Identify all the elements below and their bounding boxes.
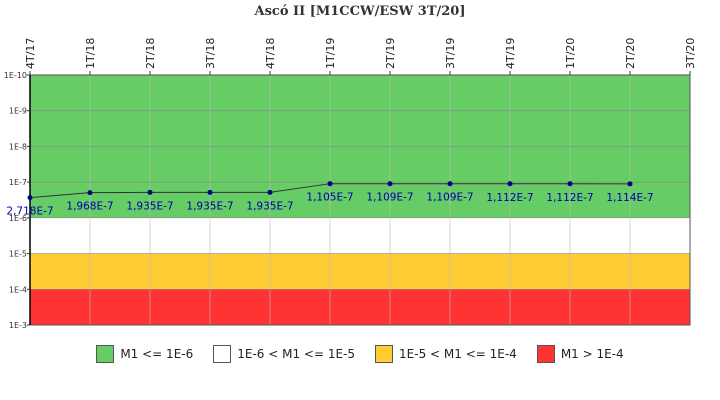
band-3	[30, 289, 690, 325]
legend-label-band-3: M1 > 1E-4	[560, 347, 624, 361]
data-point-9	[567, 181, 573, 187]
band-2	[30, 253, 690, 290]
x-tick-label-2: 2T/18	[144, 38, 157, 69]
data-label-8: 1,112E-7	[486, 192, 533, 204]
legend-swatch-band-2	[375, 345, 394, 363]
data-point-7	[447, 181, 453, 187]
data-point-5	[327, 181, 333, 187]
data-point-0	[27, 195, 33, 201]
data-label-6: 1,109E-7	[366, 192, 413, 204]
legend-label-band-1: 1E-6 < M1 <= 1E-5	[237, 347, 356, 361]
data-point-10	[627, 181, 633, 187]
x-tick-label-5: 1T/19	[324, 38, 337, 69]
legend-swatch-band-0	[96, 345, 115, 363]
x-tick-label-9: 1T/20	[564, 38, 577, 69]
x-tick-label-10: 2T/20	[624, 38, 637, 69]
data-point-8	[507, 181, 513, 187]
y-tick-label-0: 1E-10	[4, 71, 27, 80]
x-tick-label-3: 3T/18	[204, 38, 217, 69]
x-tick-label-4: 4T/18	[264, 38, 277, 69]
chart-title: Ascó II [M1CCW/ESW 3T/20]	[254, 4, 466, 19]
data-label-9: 1,112E-7	[546, 192, 593, 204]
data-label-3: 1,935E-7	[186, 200, 233, 212]
legend-label-band-2: 1E-5 < M1 <= 1E-4	[399, 347, 517, 361]
y-tick-label-4: 1E-6	[9, 214, 27, 223]
x-tick-label-0: 4T/17	[24, 38, 37, 69]
y-tick-label-2: 1E-8	[9, 142, 27, 151]
band-1	[30, 217, 690, 254]
data-label-2: 1,935E-7	[126, 200, 173, 212]
legend-item-band-3: M1 > 1E-4	[536, 345, 624, 363]
x-tick-label-8: 4T/19	[504, 38, 517, 69]
x-tick-label-11: 3T/20	[684, 38, 697, 69]
data-label-7: 1,109E-7	[426, 192, 473, 204]
y-tick-label-1: 1E-9	[9, 107, 27, 116]
data-point-1	[87, 190, 93, 196]
data-label-4: 1,935E-7	[246, 200, 293, 212]
y-tick-label-7: 1E-3	[9, 321, 27, 330]
legend-label-band-0: M1 <= 1E-6	[120, 347, 194, 361]
plot-area: 1E-10 1E-9 1E-8 1E-7 1E-6 1E-5 1E-4 1E-3 4T/17 1T…	[4, 38, 697, 330]
data-point-2	[147, 189, 153, 195]
x-tick-label-7: 3T/19	[444, 38, 457, 69]
x-tick-label-1: 1T/18	[84, 38, 97, 69]
y-tick-label-3: 1E-7	[9, 178, 27, 187]
legend-item-band-2: 1E-5 < M1 <= 1E-4	[375, 345, 517, 363]
data-label-5: 1,105E-7	[306, 192, 353, 204]
data-label-1: 1,968E-7	[66, 201, 113, 213]
data-label-0: 2,718E-7	[6, 206, 53, 218]
data-label-10: 1,114E-7	[606, 192, 653, 204]
legend-item-band-1: 1E-6 < M1 <= 1E-5	[213, 345, 355, 363]
y-tick-label-5: 1E-5	[9, 250, 27, 259]
data-point-4	[267, 189, 273, 195]
legend: M1 <= 1E-6 1E-6 < M1 <= 1E-5 1E-5 < M1 <…	[0, 345, 720, 363]
legend-swatch-band-3	[536, 345, 555, 363]
x-tick-label-6: 2T/19	[384, 38, 397, 69]
legend-item-band-0: M1 <= 1E-6	[96, 345, 193, 363]
y-tick-label-6: 1E-4	[9, 285, 27, 294]
data-point-6	[387, 181, 393, 187]
legend-swatch-band-1	[213, 345, 232, 363]
data-point-3	[207, 189, 213, 195]
